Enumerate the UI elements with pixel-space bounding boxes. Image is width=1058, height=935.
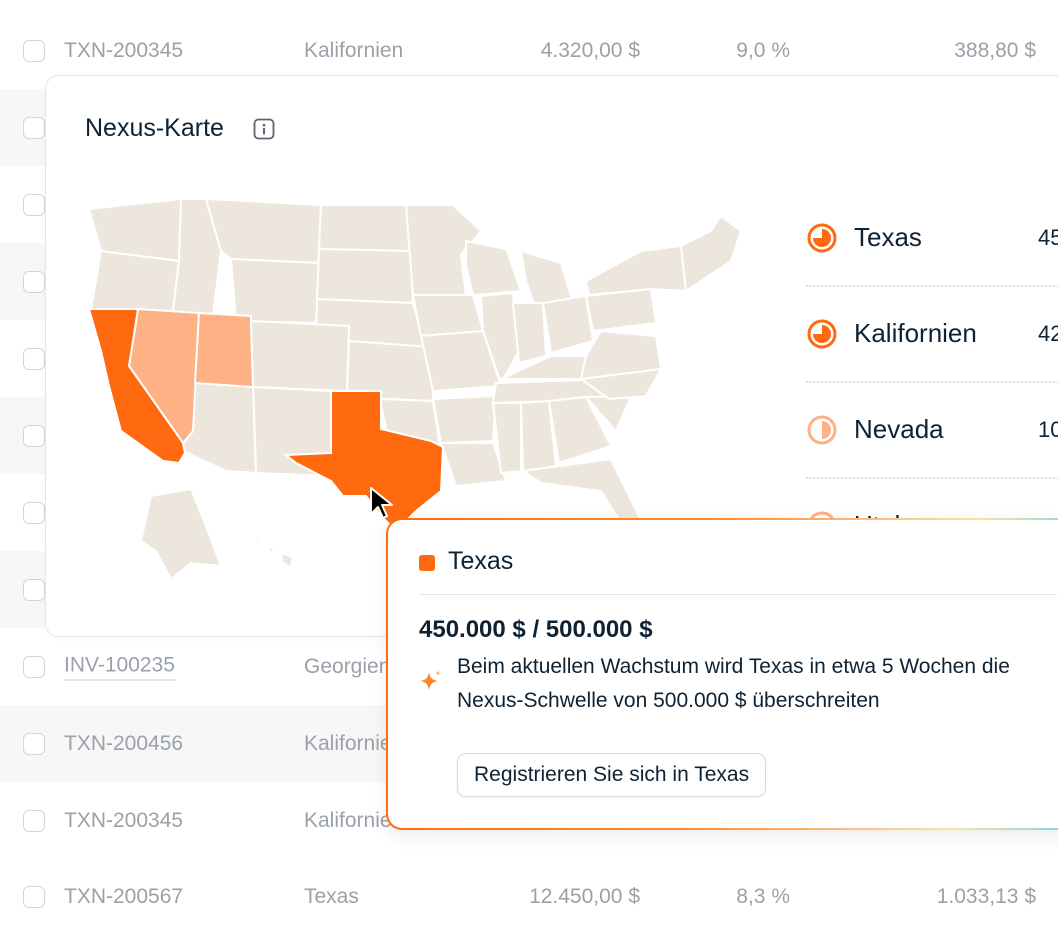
state-cell: Texas xyxy=(304,884,359,908)
amount-cell: 12.450,00 $ xyxy=(529,884,640,908)
legend-item-texas[interactable]: Texas 45 xyxy=(806,198,1058,294)
state-illinois[interactable] xyxy=(479,291,521,386)
info-icon[interactable] xyxy=(253,118,275,140)
state-montana[interactable] xyxy=(204,197,323,265)
table-row[interactable]: TXN-200345 Kalifornien xyxy=(0,782,1058,859)
table-row[interactable]: TXN-200567 Texas 12.450,00 $ 8,3 % 1.033… xyxy=(0,858,1058,935)
tax-cell: 1.033,13 $ xyxy=(936,884,1036,908)
state-alaska[interactable] xyxy=(139,487,223,581)
row-checkbox[interactable] xyxy=(23,193,45,216)
state-hawaii[interactable] xyxy=(250,537,295,569)
sparkle-icon xyxy=(420,670,441,690)
progress-ring-icon xyxy=(807,319,837,349)
state-utah[interactable] xyxy=(193,311,255,389)
legend-state-name: Nevada xyxy=(854,414,944,444)
legend-value: 45 xyxy=(1038,225,1058,250)
legend-value: 42 xyxy=(1038,321,1058,346)
legend-item-nevada[interactable]: Nevada 10 xyxy=(806,390,1058,486)
cursor-icon xyxy=(370,487,393,519)
row-checkbox[interactable] xyxy=(23,347,45,370)
transaction-id[interactable]: INV-100235 xyxy=(64,653,175,680)
forecast-insight-text: Beim aktuellen Wachstum wird Texas in et… xyxy=(457,655,1010,712)
state-mississippi[interactable] xyxy=(491,402,522,475)
state-new-england[interactable] xyxy=(679,214,743,293)
state-georgia[interactable] xyxy=(547,395,613,465)
tooltip-state-name: Texas xyxy=(448,547,514,575)
row-checkbox[interactable] xyxy=(23,809,45,832)
state-louisiana[interactable] xyxy=(439,442,508,488)
state-ohio[interactable] xyxy=(541,294,595,355)
divider xyxy=(806,381,1058,383)
state-colorado[interactable] xyxy=(249,319,351,393)
row-checkbox[interactable] xyxy=(23,501,45,524)
row-checkbox[interactable] xyxy=(23,578,45,601)
threshold-amount: 450.000 $ / 500.000 $ xyxy=(419,616,653,643)
transaction-id[interactable]: TXN-200567 xyxy=(64,884,184,908)
state-iowa[interactable] xyxy=(411,294,485,338)
state-oregon[interactable] xyxy=(89,249,181,313)
state-south-dakota[interactable] xyxy=(315,247,415,305)
rate-cell: 9,0 % xyxy=(736,38,790,62)
legend-value: 10 xyxy=(1038,417,1058,442)
register-in-texas-button[interactable]: Registrieren Sie sich in Texas xyxy=(457,753,767,797)
progress-ring-icon xyxy=(807,223,837,253)
amount-cell: 4.320,00 $ xyxy=(540,38,640,62)
transaction-id[interactable]: TXN-200345 xyxy=(64,808,184,832)
state-cell: Kalifornien xyxy=(304,808,404,832)
card-title: Nexus-Karte xyxy=(85,114,224,142)
state-cell: Kalifornien xyxy=(304,38,404,62)
row-checkbox[interactable] xyxy=(23,270,45,293)
row-checkbox[interactable] xyxy=(23,655,45,678)
state-tooltip: Texas 450.000 $ / 500.000 $ Beim aktuell… xyxy=(386,518,1058,830)
state-arkansas[interactable] xyxy=(431,394,498,445)
legend-state-name: Texas xyxy=(854,222,922,252)
state-north-dakota[interactable] xyxy=(317,204,413,253)
divider xyxy=(806,477,1058,479)
row-checkbox[interactable] xyxy=(23,116,45,139)
state-virginia[interactable] xyxy=(579,329,663,381)
state-cell: Georgien xyxy=(304,654,391,678)
progress-ring-icon xyxy=(807,415,837,445)
legend-state-name: Kalifornien xyxy=(854,318,977,348)
state-wyoming[interactable] xyxy=(229,257,321,325)
state-wisconsin[interactable] xyxy=(465,239,523,297)
state-color-swatch xyxy=(419,555,435,571)
row-checkbox[interactable] xyxy=(23,885,45,908)
nexus-map-card: Nexus-Karte xyxy=(45,75,1058,637)
table-row[interactable]: INV-100235 Georgien xyxy=(0,628,1058,705)
transaction-id[interactable]: TXN-200345 xyxy=(64,38,184,62)
us-map[interactable] xyxy=(81,191,761,631)
tax-cell: 388,80 $ xyxy=(954,38,1036,62)
transaction-id[interactable]: TXN-200456 xyxy=(64,731,184,755)
table-row[interactable] xyxy=(0,166,1058,243)
row-checkbox[interactable] xyxy=(23,424,45,447)
state-new-york[interactable] xyxy=(584,244,688,297)
row-checkbox[interactable] xyxy=(23,39,45,62)
state-cell: Kalifornien xyxy=(304,731,404,755)
state-indiana[interactable] xyxy=(511,302,548,365)
state-pennsylvania[interactable] xyxy=(584,287,658,333)
divider xyxy=(419,594,1057,595)
table-row[interactable]: TXN-200345 Kalifornien 4.320,00 $ 9,0 % … xyxy=(0,12,1058,89)
divider xyxy=(806,285,1058,287)
state-california[interactable] xyxy=(87,308,187,465)
table-row[interactable] xyxy=(0,320,1058,397)
row-checkbox[interactable] xyxy=(23,732,45,755)
rate-cell: 8,3 % xyxy=(736,884,790,908)
legend-item-kalifornien[interactable]: Kalifornien 42 xyxy=(806,294,1058,390)
table-row[interactable] xyxy=(0,474,1058,551)
